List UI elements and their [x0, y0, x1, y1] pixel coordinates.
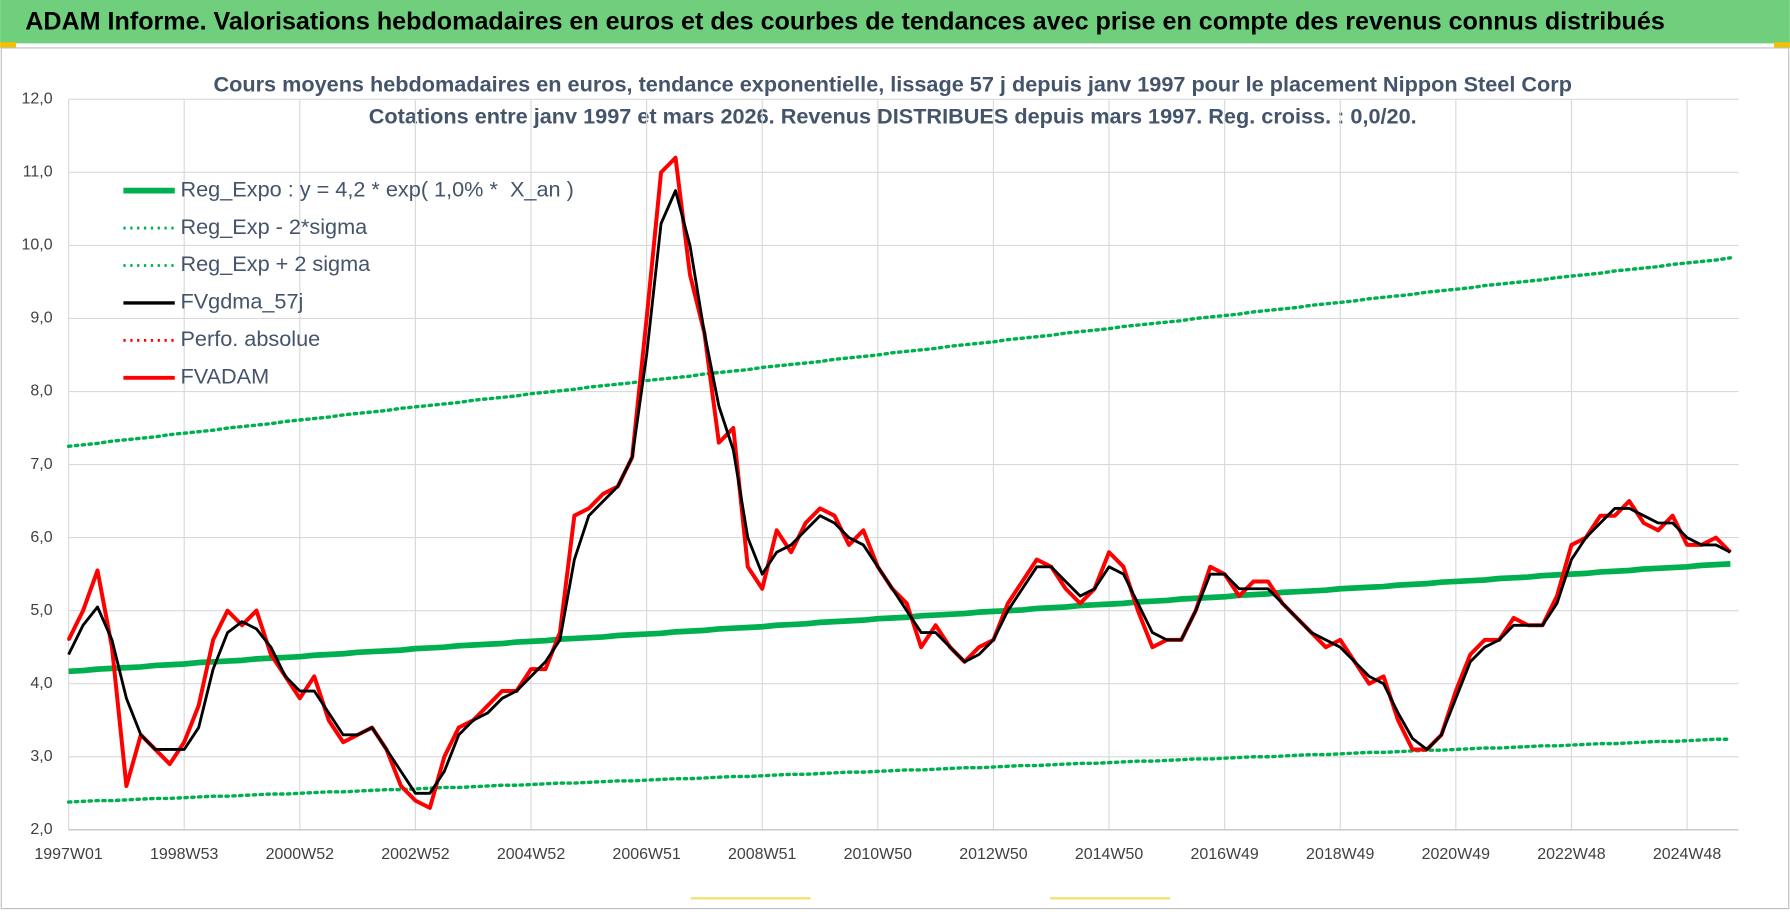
- legend-label: Reg_Exp - 2*sigma: [180, 214, 368, 239]
- y-tick-label: 12,0: [22, 91, 53, 108]
- series-line: [66, 155, 1732, 810]
- legend-label: Reg_Exp + 2 sigma: [180, 251, 371, 276]
- chart-subtitle: Cotations entre janv 1997 et mars 2026. …: [369, 103, 1417, 128]
- x-tick-label: 2024W48: [1653, 846, 1721, 863]
- legend-label: FVgdma_57j: [180, 289, 303, 314]
- x-tick-label: 2002W52: [381, 846, 449, 863]
- legend: Reg_Expo : y = 4,2 * exp( 1,0% * X_an ) R…: [123, 176, 574, 389]
- x-tick-label: 2022W48: [1537, 846, 1605, 863]
- y-tick-label: 6,0: [30, 529, 52, 546]
- series-line: [68, 561, 1731, 675]
- y-tick-label: 5,0: [30, 602, 52, 619]
- x-tick-label: 2020W49: [1422, 846, 1490, 863]
- y-tick-label: 11,0: [23, 164, 53, 181]
- chart-frame: [0, 47, 1790, 910]
- x-tick-label: 2014W50: [1075, 846, 1143, 863]
- series-line: [66, 256, 1733, 449]
- legend-label: FVADAM: [180, 364, 269, 389]
- x-tick-label: 2006W51: [612, 846, 680, 863]
- y-tick-label: 8,0: [30, 383, 52, 400]
- series-line: [67, 189, 1732, 795]
- x-tick-label: 1998W53: [150, 846, 218, 863]
- y-tick-label: 4,0: [30, 675, 52, 692]
- chart-title: Cours moyens hebdomadaires en euros, ten…: [213, 71, 1572, 96]
- header-bar: [0, 0, 1790, 44]
- legend-label: Perfo. absolue: [180, 326, 320, 351]
- y-tick-label: 10,0: [22, 237, 53, 254]
- corner-mark: [0, 42, 17, 48]
- header-title: ADAM Informe. Valorisations hebdomadaire…: [25, 7, 1665, 35]
- y-tick-label: 9,0: [30, 310, 52, 327]
- corner-mark: [1773, 42, 1790, 48]
- x-tick-label: 1997W01: [34, 846, 102, 863]
- x-tick-label: 2018W49: [1306, 846, 1374, 863]
- x-tick-label: 2012W50: [959, 846, 1027, 863]
- y-tick-label: 3,0: [30, 748, 52, 765]
- legend-label: Reg_Expo : y = 4,2 * exp( 1,0% * X_an ): [180, 176, 573, 201]
- x-tick-label: 2000W52: [266, 846, 334, 863]
- y-tick-label: 2,0: [30, 821, 52, 838]
- x-tick-label: 2008W51: [728, 846, 796, 863]
- series-line: [66, 737, 1733, 804]
- y-tick-label: 7,0: [30, 456, 52, 473]
- x-tick-label: 2004W52: [497, 846, 565, 863]
- x-tick-label: 2016W49: [1190, 846, 1258, 863]
- plot-lines: [66, 155, 1733, 810]
- x-tick-label: 2010W50: [844, 846, 912, 863]
